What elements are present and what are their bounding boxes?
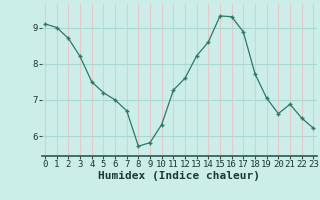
X-axis label: Humidex (Indice chaleur): Humidex (Indice chaleur) (98, 171, 260, 181)
